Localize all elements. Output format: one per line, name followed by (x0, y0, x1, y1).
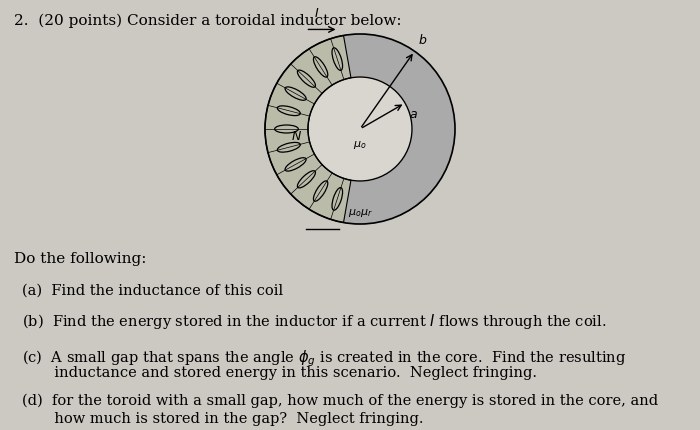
Text: (d)  for the toroid with a small gap, how much of the energy is stored in the co: (d) for the toroid with a small gap, how… (22, 393, 658, 408)
Text: $b$: $b$ (419, 33, 428, 47)
Text: inductance and stored energy in this scenario.  Neglect fringing.: inductance and stored energy in this sce… (22, 365, 537, 379)
Circle shape (308, 78, 412, 181)
Text: $I$: $I$ (314, 7, 320, 20)
Text: $\mu_o$: $\mu_o$ (354, 139, 367, 150)
Wedge shape (265, 37, 351, 223)
Circle shape (265, 35, 455, 224)
Text: 2.  (20 points) Consider a toroidal inductor below:: 2. (20 points) Consider a toroidal induc… (14, 14, 402, 28)
Text: (b)  Find the energy stored in the inductor if a current $I$ flows through the c: (b) Find the energy stored in the induct… (22, 311, 606, 330)
Text: Do the following:: Do the following: (14, 252, 146, 265)
Text: (c)  A small gap that spans the angle $\phi_g$ is created in the core.  Find the: (c) A small gap that spans the angle $\p… (22, 347, 626, 368)
Text: (a)  Find the inductance of this coil: (a) Find the inductance of this coil (22, 283, 283, 297)
Text: how much is stored in the gap?  Neglect fringing.: how much is stored in the gap? Neglect f… (22, 411, 423, 425)
Text: $\mu_o\mu_r$: $\mu_o\mu_r$ (347, 207, 372, 219)
Text: $N$: $N$ (290, 129, 302, 143)
Text: $a$: $a$ (409, 108, 418, 121)
